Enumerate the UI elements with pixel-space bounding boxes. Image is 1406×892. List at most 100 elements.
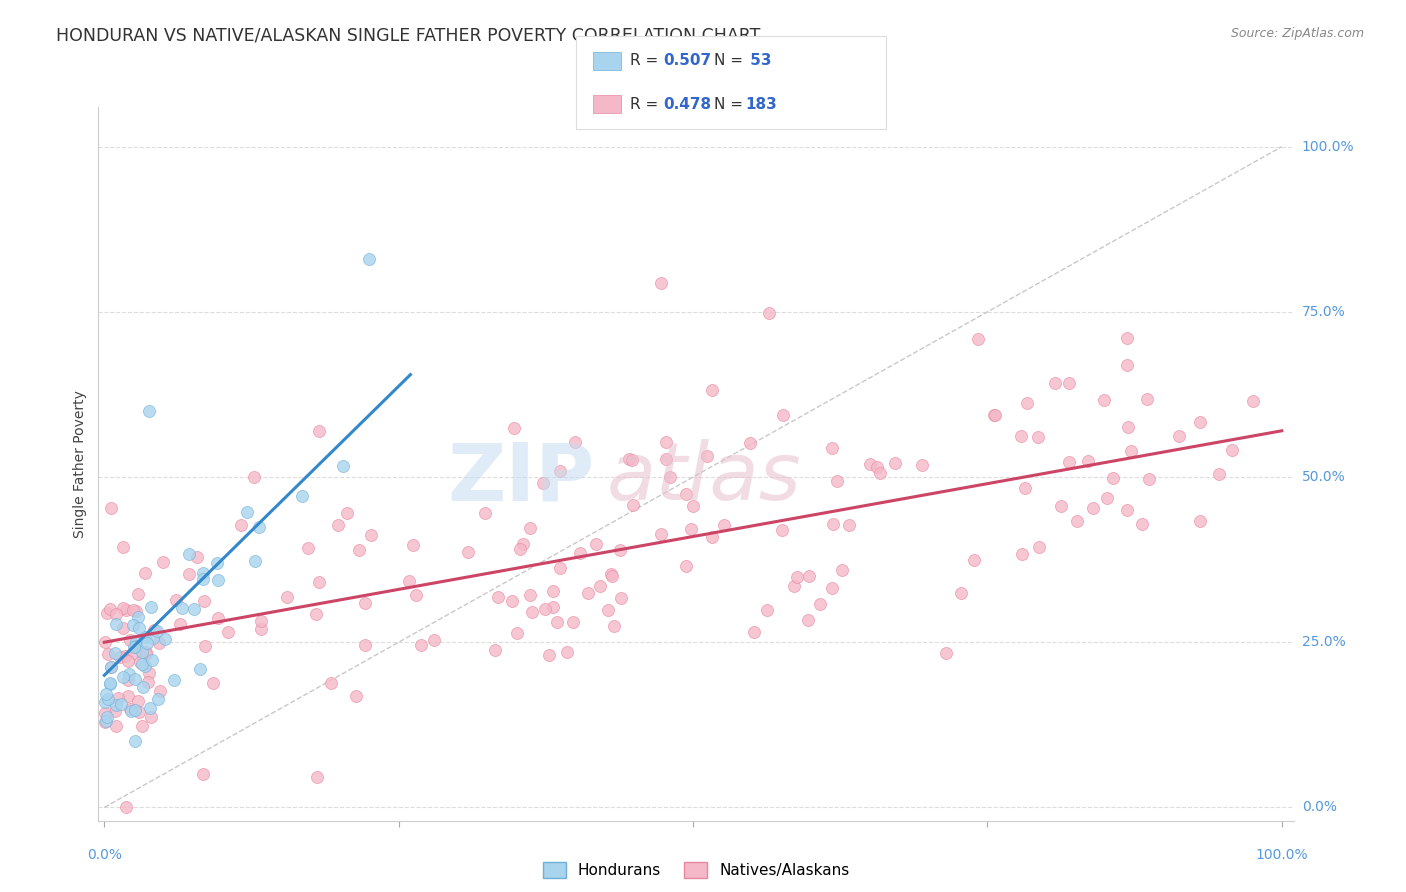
Point — [1115, 331, 1137, 345]
Point — [821, 516, 844, 531]
Point — [124, 703, 146, 717]
Point — [838, 518, 860, 533]
Point — [94, 687, 117, 701]
Point — [128, 655, 150, 669]
Text: 100.0%: 100.0% — [1256, 848, 1308, 863]
Point — [654, 434, 676, 449]
Point — [1118, 420, 1140, 434]
Point — [983, 409, 1005, 423]
Point — [146, 624, 169, 639]
Point — [139, 710, 162, 724]
Text: 0.0%: 0.0% — [87, 848, 122, 863]
Point — [100, 501, 122, 516]
Point — [297, 541, 319, 556]
Point — [600, 567, 623, 582]
Point — [139, 701, 162, 715]
Point — [548, 464, 571, 478]
Point — [112, 540, 135, 554]
Point — [546, 615, 568, 630]
Point — [115, 603, 138, 617]
Point — [859, 457, 882, 471]
Point — [808, 597, 831, 611]
Point — [562, 615, 585, 630]
Point — [610, 591, 633, 605]
Point — [125, 639, 148, 653]
Point — [104, 616, 127, 631]
Point — [97, 648, 120, 662]
Point — [963, 553, 986, 567]
Point — [112, 601, 135, 615]
Point — [681, 522, 703, 536]
Text: 0.478: 0.478 — [664, 96, 711, 112]
Point — [1222, 443, 1244, 458]
Point — [183, 602, 205, 616]
Point — [755, 603, 778, 617]
Point — [1092, 393, 1115, 408]
Point — [172, 601, 194, 615]
Point — [531, 475, 554, 490]
Point — [519, 521, 541, 535]
Point — [486, 590, 509, 604]
Point — [609, 543, 631, 558]
Point — [141, 653, 163, 667]
Point — [474, 506, 496, 520]
Point — [603, 619, 626, 633]
Point — [98, 675, 121, 690]
Point — [598, 603, 620, 617]
Point — [138, 665, 160, 680]
Point — [117, 689, 139, 703]
Point — [138, 404, 160, 418]
Point — [122, 646, 145, 660]
Point — [484, 642, 506, 657]
Point — [249, 614, 271, 628]
Point — [585, 537, 607, 551]
Point — [276, 590, 298, 604]
Point — [347, 543, 370, 558]
Point — [1115, 503, 1137, 517]
Point — [107, 691, 129, 706]
Point — [336, 506, 359, 520]
Point — [104, 646, 127, 660]
Point — [100, 660, 122, 674]
Point — [700, 383, 723, 397]
Point — [509, 541, 531, 556]
Point — [1017, 396, 1039, 410]
Point — [1136, 392, 1159, 406]
Text: 53: 53 — [745, 54, 772, 69]
Point — [131, 644, 153, 658]
Point — [135, 645, 157, 659]
Point — [402, 538, 425, 552]
Point — [550, 561, 572, 575]
Point — [229, 517, 252, 532]
Point — [132, 680, 155, 694]
Point — [884, 456, 907, 470]
Point — [1168, 429, 1191, 443]
Text: 0.507: 0.507 — [664, 54, 711, 69]
Point — [249, 622, 271, 636]
Point — [1057, 376, 1080, 390]
Text: Source: ZipAtlas.com: Source: ZipAtlas.com — [1230, 27, 1364, 40]
Point — [659, 470, 682, 484]
Point — [831, 563, 853, 577]
Text: 50.0%: 50.0% — [1302, 470, 1346, 484]
Point — [821, 441, 844, 455]
Point — [117, 654, 139, 668]
Point — [1095, 491, 1118, 505]
Point — [110, 697, 132, 711]
Text: 100.0%: 100.0% — [1302, 140, 1354, 153]
Y-axis label: Single Father Poverty: Single Father Poverty — [73, 390, 87, 538]
Point — [620, 453, 643, 467]
Point — [783, 579, 806, 593]
Point — [124, 733, 146, 747]
Point — [104, 719, 127, 733]
Text: 0.0%: 0.0% — [1302, 800, 1337, 814]
Point — [122, 640, 145, 655]
Legend: Hondurans, Natives/Alaskans: Hondurans, Natives/Alaskans — [537, 856, 855, 884]
Point — [247, 520, 270, 534]
Point — [1011, 547, 1033, 561]
Point — [188, 662, 211, 676]
Point — [193, 767, 215, 781]
Point — [207, 556, 229, 570]
Point — [128, 705, 150, 719]
Point — [555, 645, 578, 659]
